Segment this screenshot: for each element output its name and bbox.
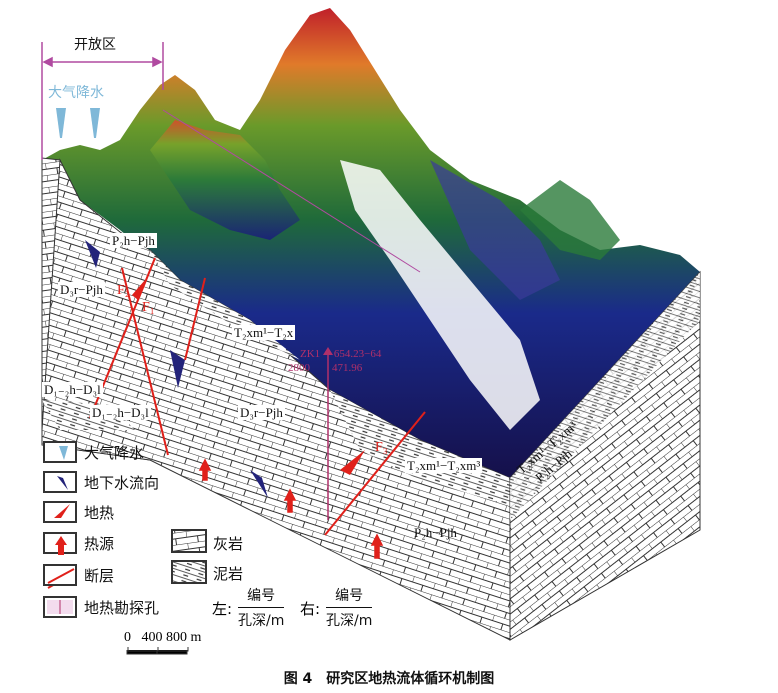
legend-label: 断层 [84, 567, 115, 585]
borehole-id: ZK1 [300, 348, 321, 360]
right-key-fraction: 编号孔深/m [326, 585, 373, 630]
borehole-label-bottom: 2800 471.96 [288, 362, 362, 374]
left-key-denominator: 孔深/m [238, 613, 285, 629]
right-key-denominator: 孔深/m [326, 613, 373, 629]
legend-box [43, 471, 77, 493]
legend-box [43, 501, 77, 523]
strata-label: P₂h−Pjh [110, 233, 157, 248]
borehole-number: 654.23−64 [333, 348, 382, 360]
left-key-side: 左: [212, 600, 233, 618]
borehole-label-top: ZK1 654.23−64 [300, 348, 381, 360]
geothermal-arrows [132, 280, 365, 475]
scale-tick: 800 [166, 630, 187, 645]
legend-box [43, 564, 77, 586]
right-key-side: 右: [300, 600, 321, 618]
scale-tick: 0 [124, 630, 131, 645]
left-key-numerator: 编号 [238, 585, 285, 608]
fault-line-f2 [121, 267, 169, 456]
scale-unit: m [190, 630, 202, 645]
borehole-right-depth: 471.96 [332, 362, 363, 374]
heat-source-arrows [198, 458, 384, 559]
fault-label-f2: F₂ [117, 283, 130, 298]
strata-label: P₂h−Pjh [414, 525, 457, 540]
open-zone-bracket [41, 42, 421, 273]
legend-label: 地热 [84, 504, 115, 522]
scale-tick: 400 [141, 630, 163, 645]
legend-label: 灰岩 [213, 535, 244, 553]
legend-box [43, 532, 77, 554]
fault-line-f3 [324, 411, 426, 536]
legend-label: 地下水流向 [84, 474, 160, 492]
strata-label: D₁₋₂h−D₃l [90, 405, 151, 420]
rain-drop-icon [90, 108, 100, 138]
open-zone-label: 开放区 [72, 37, 118, 53]
scale-labels: 0 400 800 m [124, 630, 201, 646]
rain-drop-icon [56, 108, 66, 138]
borehole-marker-icon [323, 347, 333, 355]
legend-box [43, 596, 77, 618]
left-key-fraction: 编号孔深/m [238, 585, 285, 630]
legend-label: 大气降水 [84, 444, 145, 462]
figure-caption: 图 4 研究区地热流体循环机制图 [283, 671, 495, 687]
fault-label-f3: F₃ [375, 440, 388, 455]
front-face-mudstone-right [330, 390, 510, 505]
strata-label: D₁₋₂h−D₃l [42, 382, 103, 397]
fault-line-east [184, 277, 206, 361]
strata-label: D₃r−Pjh [238, 405, 285, 420]
mudstone-pattern-icon [174, 562, 206, 582]
legend-label: 泥岩 [213, 565, 244, 583]
legend-box [43, 441, 77, 463]
strata-label: T₂xm¹−T₂xm³ [405, 458, 483, 473]
precipitation-arrows [56, 108, 100, 138]
right-key-numerator: 编号 [326, 585, 373, 608]
borehole-left-depth: 2800 [288, 362, 310, 374]
groundwater-arrows [85, 240, 268, 498]
limestone-pattern-icon [174, 530, 206, 550]
legend-label: 热源 [84, 535, 115, 553]
terrain-surface [42, 8, 700, 478]
strata-label: T₂xm¹−T₂x [232, 325, 296, 340]
fault-label-f1: F₁ [142, 300, 155, 315]
precipitation-label: 大气降水 [48, 85, 104, 101]
legend-label: 地热勘探孔 [84, 599, 160, 617]
strata-label: D₃r−Pjh [58, 282, 105, 297]
scale-bar [126, 650, 188, 655]
